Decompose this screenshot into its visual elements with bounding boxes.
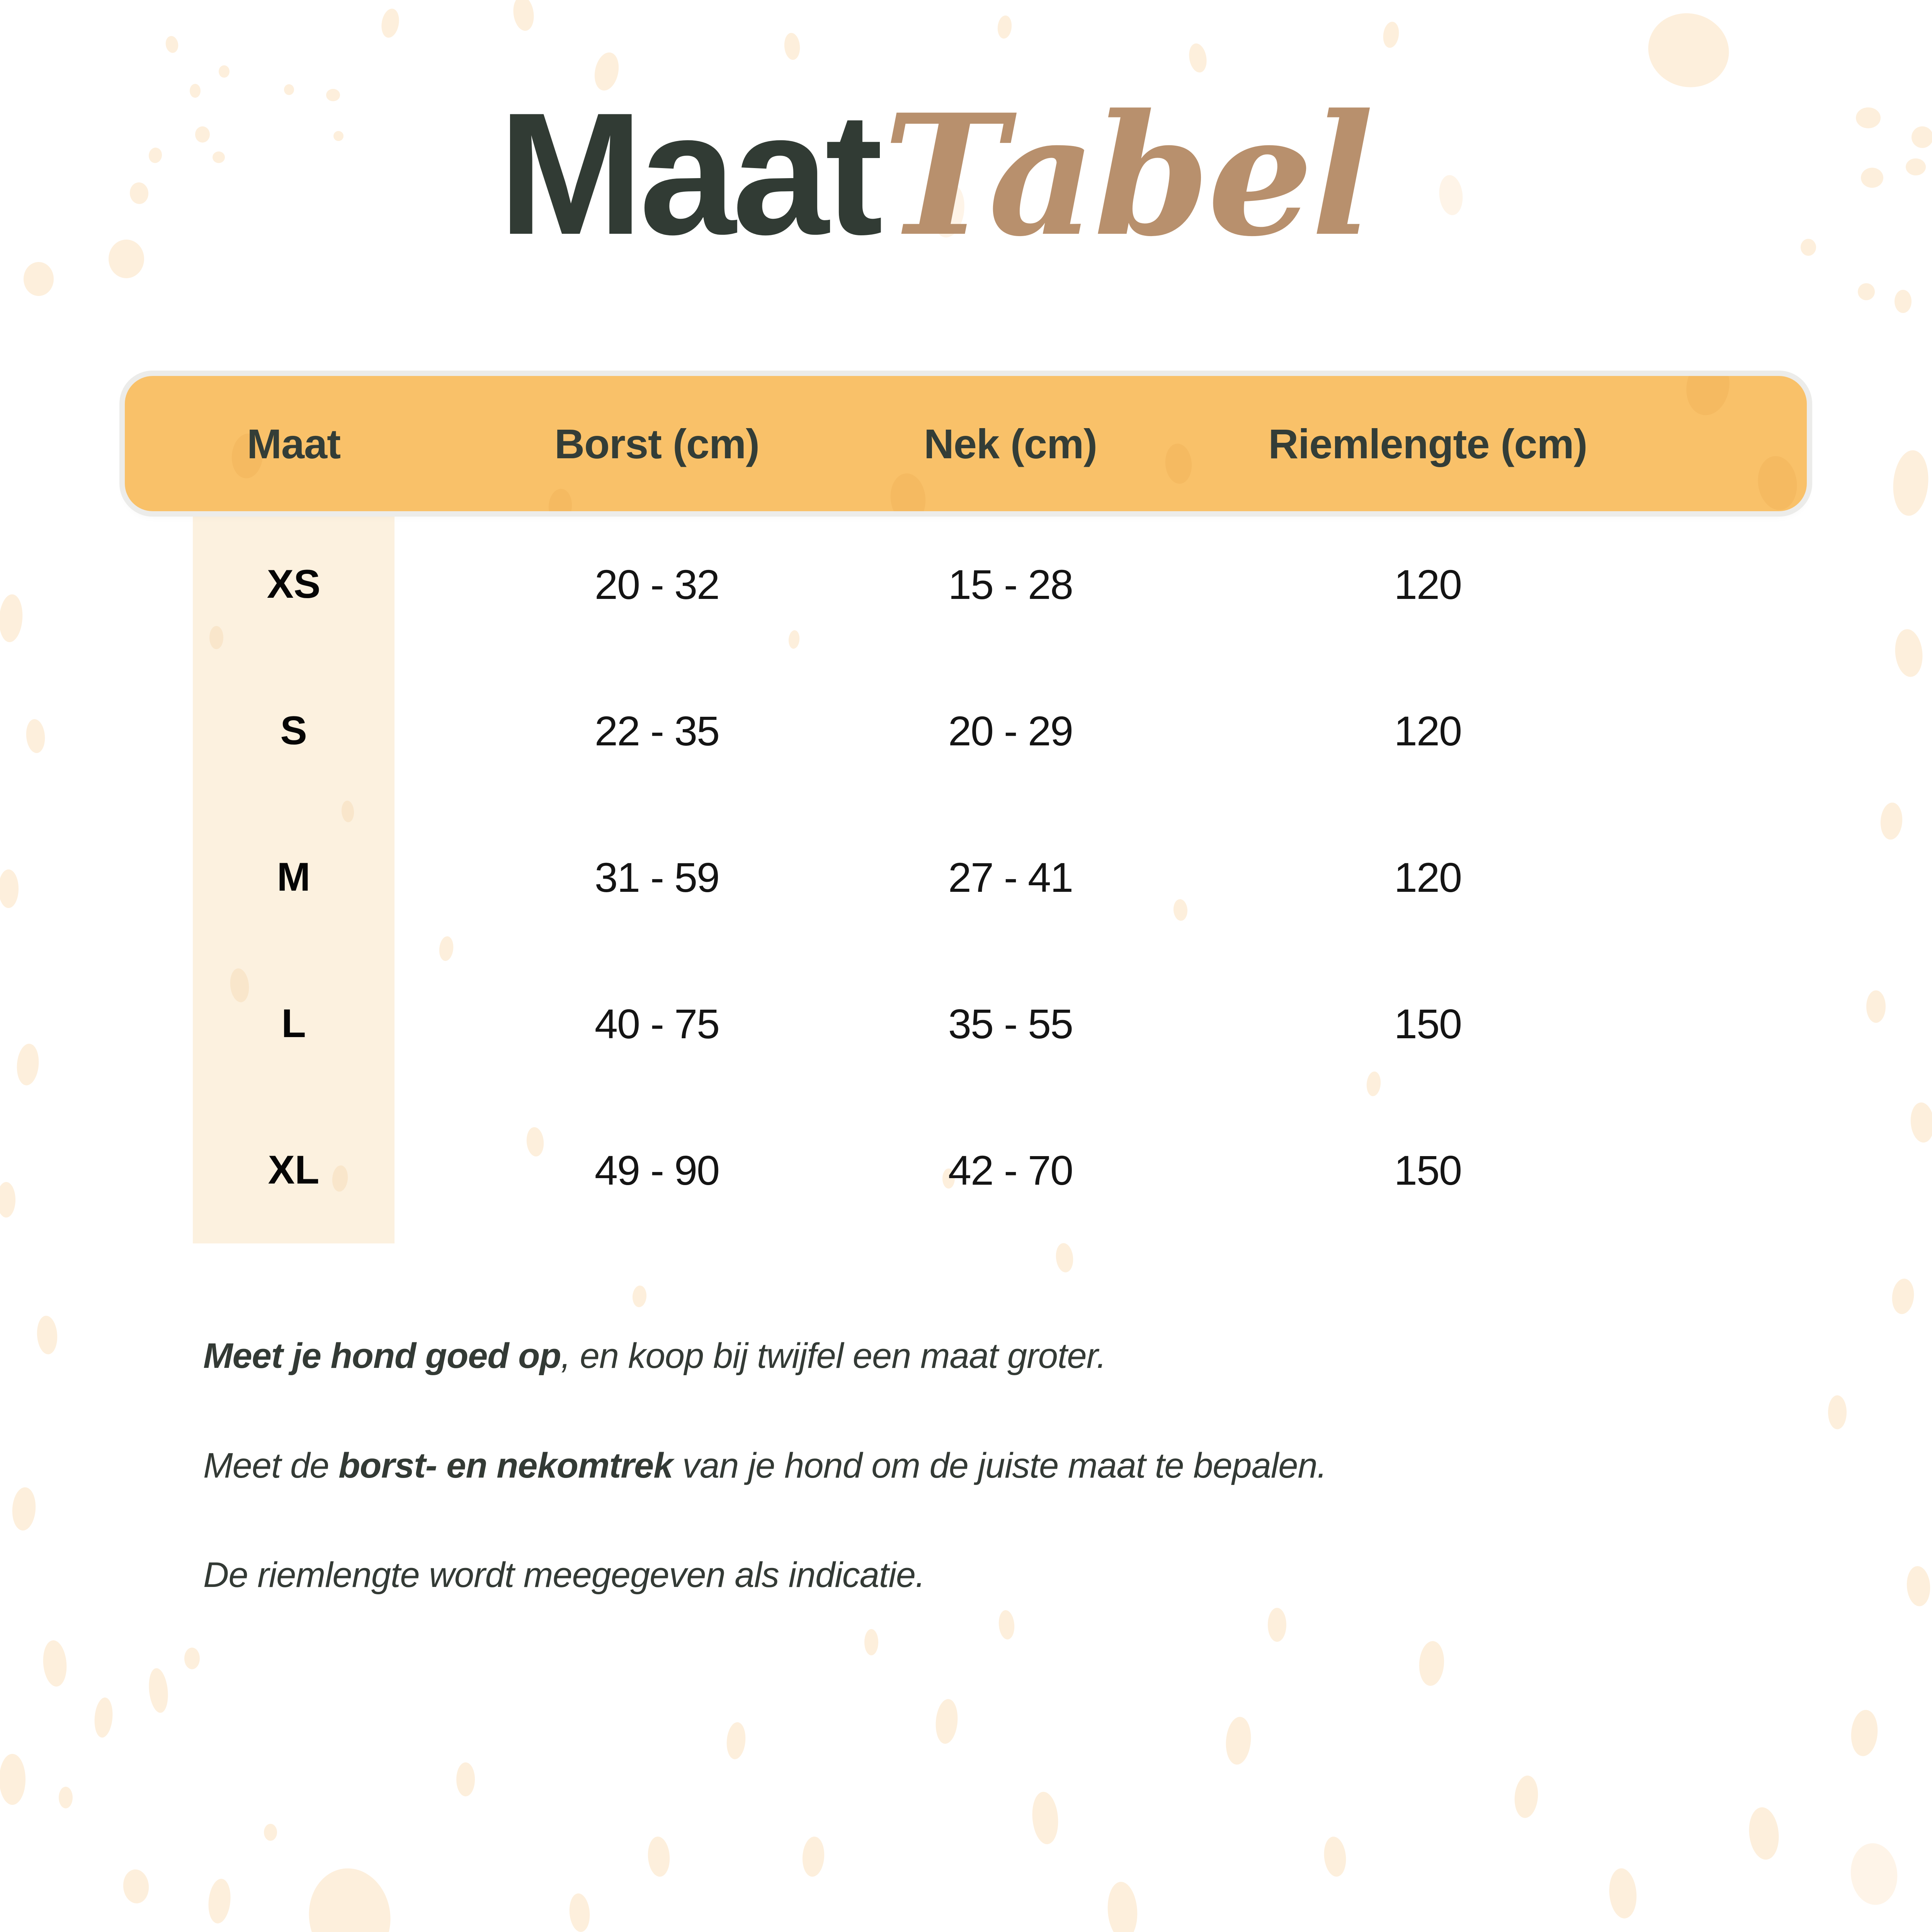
table-row-s-chest: 22 - 35 — [463, 658, 851, 804]
column-header-neck-label: Nek (cm) — [923, 420, 1097, 467]
size-label: L — [281, 1001, 306, 1046]
table-row-xl-size: XL — [125, 1097, 463, 1243]
header-splatter-overlay — [231, 376, 1797, 511]
neck-value: 27 - 41 — [948, 854, 1073, 901]
notes-section: Meet je hond goed op, en koop bij twijfe… — [203, 1335, 1730, 1664]
table-row-m-size: M — [125, 804, 463, 951]
table-row-l-neck: 35 - 55 — [851, 951, 1170, 1097]
size-label: XS — [267, 562, 321, 607]
leash-value: 150 — [1394, 1147, 1462, 1194]
note-regular-text: van je hond om de juiste maat te bepalen… — [673, 1446, 1327, 1485]
table-row-m-chest: 31 - 59 — [463, 804, 851, 951]
table-row-xs-size: XS — [125, 511, 463, 658]
table-row-xs-chest: 20 - 32 — [463, 511, 851, 658]
table-row-xl-chest: 49 - 90 — [463, 1097, 851, 1243]
leash-value: 150 — [1394, 1000, 1462, 1047]
table-header-row: Maat Borst (cm) Nek (cm) Riemlengte (cm) — [125, 376, 1807, 511]
note-regular-text: Meet de — [203, 1446, 338, 1485]
page-title: Maat Tabel — [0, 87, 1901, 261]
chest-value: 40 - 75 — [594, 1000, 720, 1047]
column-header-leash: Riemlengte (cm) — [1170, 376, 1686, 511]
table-row-m-leash: 120 — [1170, 804, 1686, 951]
table-row-l-chest: 40 - 75 — [463, 951, 851, 1097]
table-row-s-size: S — [125, 658, 463, 804]
table-header-band: Maat Borst (cm) Nek (cm) Riemlengte (cm) — [125, 376, 1807, 511]
table-row-l-size: L — [125, 951, 463, 1097]
chest-value: 31 - 59 — [594, 854, 720, 901]
column-header-size: Maat — [125, 376, 463, 511]
chest-value: 22 - 35 — [594, 707, 720, 754]
size-label: XL — [268, 1148, 320, 1192]
note-bold-text: Meet je hond goed op — [203, 1336, 561, 1376]
size-label: S — [280, 708, 307, 753]
neck-value: 15 - 28 — [948, 561, 1073, 608]
table-row-xl-neck: 42 - 70 — [851, 1097, 1170, 1243]
neck-value: 42 - 70 — [948, 1147, 1073, 1194]
neck-value: 20 - 29 — [948, 707, 1073, 754]
note-chest-neck: Meet de borst- en nekomtrek van je hond … — [203, 1445, 1730, 1487]
leash-value: 120 — [1394, 561, 1462, 608]
note-bold-text: borst- en nekomtrek — [338, 1446, 673, 1485]
note-regular-text: De riemlengte wordt meegegeven als indic… — [203, 1555, 925, 1595]
leash-value: 120 — [1394, 707, 1462, 754]
table-row-m-neck: 27 - 41 — [851, 804, 1170, 951]
table-row-xs-leash: 120 — [1170, 511, 1686, 658]
note-leash-indication: De riemlengte wordt meegegeven als indic… — [203, 1554, 1730, 1596]
note-measure-dog: Meet je hond goed op, en koop bij twijfe… — [203, 1335, 1730, 1377]
size-column-strip — [193, 511, 395, 1243]
table-row-s-leash: 120 — [1170, 658, 1686, 804]
column-header-leash-label: Riemlengte (cm) — [1268, 420, 1587, 467]
chest-value: 49 - 90 — [594, 1147, 720, 1194]
note-regular-text: , en koop bij twijfel een maat groter. — [561, 1336, 1107, 1376]
column-header-size-label: Maat — [247, 420, 341, 467]
strip-splatter-overlay — [209, 626, 354, 1192]
page-title-tabel: Tabel — [883, 78, 1374, 273]
neck-value: 35 - 55 — [948, 1000, 1073, 1047]
table-row-s-neck: 20 - 29 — [851, 658, 1170, 804]
column-header-chest: Borst (cm) — [463, 376, 851, 511]
table-row-xl-leash: 150 — [1170, 1097, 1686, 1243]
chest-value: 20 - 32 — [594, 561, 720, 608]
table-row-l-leash: 150 — [1170, 951, 1686, 1097]
table-row-xs-neck: 15 - 28 — [851, 511, 1170, 658]
size-label: M — [277, 855, 311, 900]
size-table: XS 20 - 32 15 - 28 120 S 22 - 35 20 - 29… — [125, 511, 1807, 1243]
column-header-neck: Nek (cm) — [851, 376, 1170, 511]
column-header-chest-label: Borst (cm) — [554, 420, 760, 467]
leash-value: 120 — [1394, 854, 1462, 901]
page-title-maat: Maat — [498, 77, 883, 271]
